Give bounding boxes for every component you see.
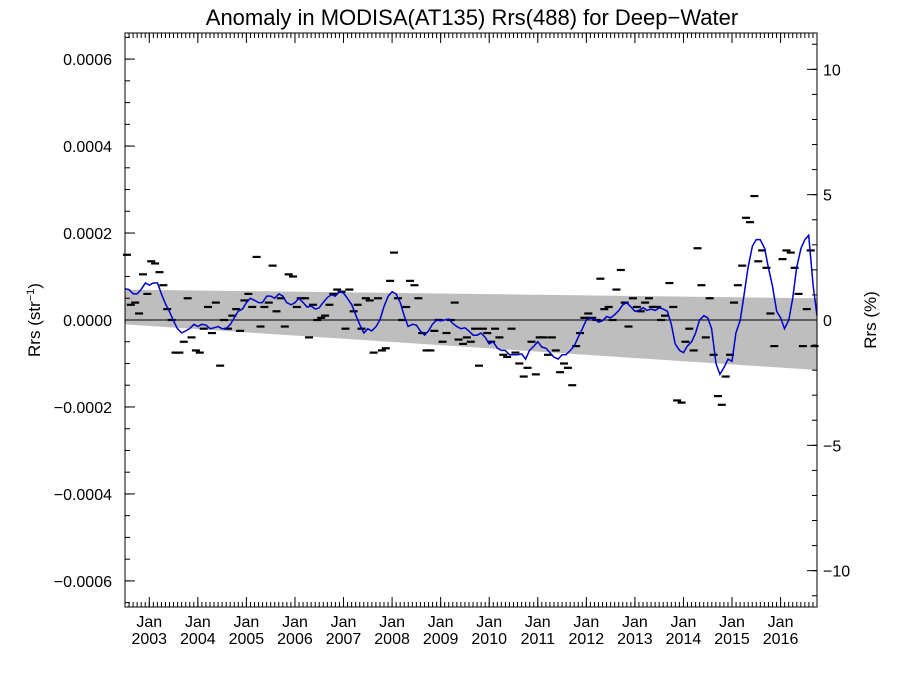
x-tick-year: 2007 [326, 631, 362, 648]
left-y-axis-label-superscript: −1 [25, 289, 37, 302]
left-y-tick-label: 0.0002 [63, 226, 112, 243]
x-tick-year: 2015 [714, 631, 750, 648]
right-y-axis: 10 5 0 −5 −10 [807, 43, 850, 597]
right-y-tick-label: 0 [823, 313, 832, 330]
x-tick-month: Jan [768, 614, 794, 631]
left-y-axis: 0.0006 0.0004 0.0002 0.0000 −0.0002 −0.0004 −0… [54, 36, 135, 604]
x-tick-year: 2004 [180, 631, 216, 648]
smoothed-anomaly-line [124, 233, 818, 377]
x-tick-year: 2003 [131, 631, 167, 648]
right-y-tick-label: 10 [823, 62, 841, 79]
monthly-anomaly-series [122, 194, 819, 406]
x-tick-year: 2010 [471, 631, 507, 648]
x-tick-year: 2011 [521, 631, 556, 648]
x-axis: Jan2003Jan2004Jan2005Jan2006Jan2007Jan20… [124, 33, 818, 648]
left-y-tick-label: 0.0000 [63, 313, 112, 330]
x-tick-year: 2014 [666, 631, 702, 648]
right-y-axis-label: Rrs (%) [861, 291, 880, 349]
x-tick-month: Jan [282, 614, 308, 631]
chart-title: Anomaly in MODISA(AT135) Rrs(488) for De… [206, 5, 738, 30]
x-tick-month: Jan [476, 614, 502, 631]
x-tick-year: 2016 [763, 631, 799, 648]
x-tick-month: Jan [622, 614, 648, 631]
right-y-tick-label: 5 [823, 188, 832, 205]
x-tick-month: Jan [185, 614, 211, 631]
left-y-axis-label-suffix: ) [25, 283, 44, 289]
left-y-tick-label: 0.0004 [63, 139, 112, 156]
right-y-tick-label: −5 [823, 438, 841, 455]
left-y-tick-label: −0.0006 [54, 574, 112, 591]
left-y-axis-label-prefix: Rrs (str [25, 301, 44, 357]
x-tick-month: Jan [573, 614, 599, 631]
x-tick-month: Jan [234, 614, 260, 631]
x-tick-month: Jan [331, 614, 357, 631]
x-tick-month: Jan [525, 614, 551, 631]
x-tick-month: Jan [428, 614, 454, 631]
x-tick-year: 2009 [423, 631, 459, 648]
x-tick-year: 2013 [617, 631, 653, 648]
x-tick-year: 2006 [277, 631, 313, 648]
right-y-tick-label: −10 [823, 564, 850, 581]
confidence-band [125, 289, 817, 371]
x-tick-month: Jan [136, 614, 162, 631]
x-tick-month: Jan [719, 614, 745, 631]
x-tick-month: Jan [379, 614, 405, 631]
left-y-tick-label: −0.0004 [54, 487, 112, 504]
plot-area [122, 32, 819, 608]
x-tick-year: 2005 [229, 631, 265, 648]
x-tick-year: 2008 [374, 631, 410, 648]
x-tick-year: 2012 [569, 631, 605, 648]
x-tick-month: Jan [671, 614, 697, 631]
left-y-axis-label: Rrs (str−1) [25, 283, 44, 357]
left-y-tick-label: 0.0006 [63, 52, 112, 69]
left-y-tick-label: −0.0002 [54, 400, 112, 417]
